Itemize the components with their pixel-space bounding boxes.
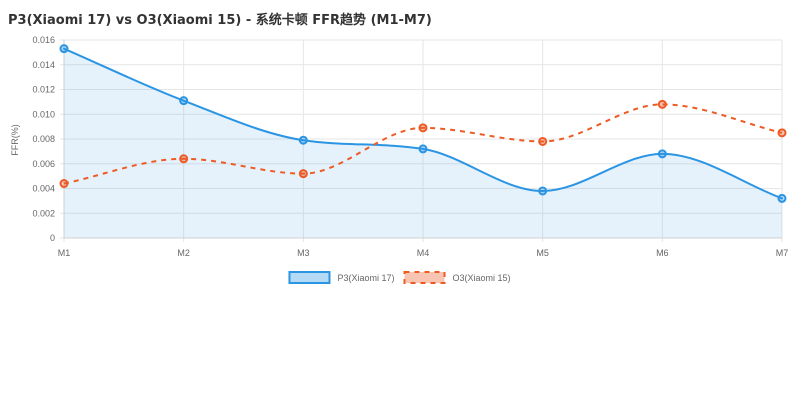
area-fills — [64, 48, 782, 238]
legend: P3(Xiaomi 17) O3(Xiaomi 15) — [288, 271, 511, 284]
series-2-line — [63, 103, 783, 185]
x-tick-label: M3 — [297, 248, 310, 258]
series-2-point — [777, 128, 787, 138]
series-2-point — [298, 169, 308, 179]
legend-item-2-swatch — [403, 271, 446, 284]
y-axis-title: FFR(%) — [10, 124, 20, 156]
series-1-point — [179, 96, 189, 106]
x-tick-label: M2 — [177, 248, 190, 258]
legend-item-2-label: O3(Xiaomi 15) — [453, 273, 511, 283]
y-tick-label: 0.004 — [32, 184, 55, 194]
x-tick-label: M1 — [58, 248, 71, 258]
series-2-point — [179, 154, 189, 164]
x-tick-label: M6 — [656, 248, 669, 258]
y-tick-label: 0.014 — [32, 60, 55, 70]
series-points — [59, 44, 787, 203]
series-1-point — [657, 149, 667, 159]
series-2-point — [59, 179, 69, 189]
y-tick-label: 0 — [50, 233, 55, 243]
series-2-point — [418, 123, 428, 133]
y-tick-label: 0.002 — [32, 208, 55, 218]
y-tick-label: 0.016 — [32, 35, 55, 45]
series-1-point — [538, 186, 548, 196]
series-1-area — [64, 48, 782, 238]
series-1-point — [777, 193, 787, 203]
legend-item-1-swatch — [288, 271, 331, 284]
series-2-point — [657, 99, 667, 109]
legend-item-1-label: P3(Xiaomi 17) — [337, 273, 394, 283]
series-1-point — [59, 44, 69, 54]
axes: FFR(%) 0 0.002 0.004 0.006 0.008 0.010 0.012 0.… — [10, 35, 788, 258]
x-tick-label: M5 — [536, 248, 549, 258]
series-2-point — [538, 136, 548, 146]
x-tick-label: M4 — [417, 248, 430, 258]
x-tick-label: M7 — [776, 248, 789, 258]
chart-title: P3(Xiaomi 17) vs O3(Xiaomi 15) - 系统卡顿 FF… — [8, 13, 432, 28]
y-tick-label: 0.006 — [32, 159, 55, 169]
y-tick-label: 0.010 — [32, 109, 55, 119]
series-lines — [63, 47, 783, 200]
series-1-point — [298, 135, 308, 145]
y-tick-label: 0.012 — [32, 85, 55, 95]
y-tick-label: 0.008 — [32, 134, 55, 144]
legend-item-1: P3(Xiaomi 17) — [288, 271, 395, 284]
series-1-line — [63, 47, 783, 200]
legend-item-2: O3(Xiaomi 15) — [403, 271, 511, 284]
series-1-point — [418, 144, 428, 154]
